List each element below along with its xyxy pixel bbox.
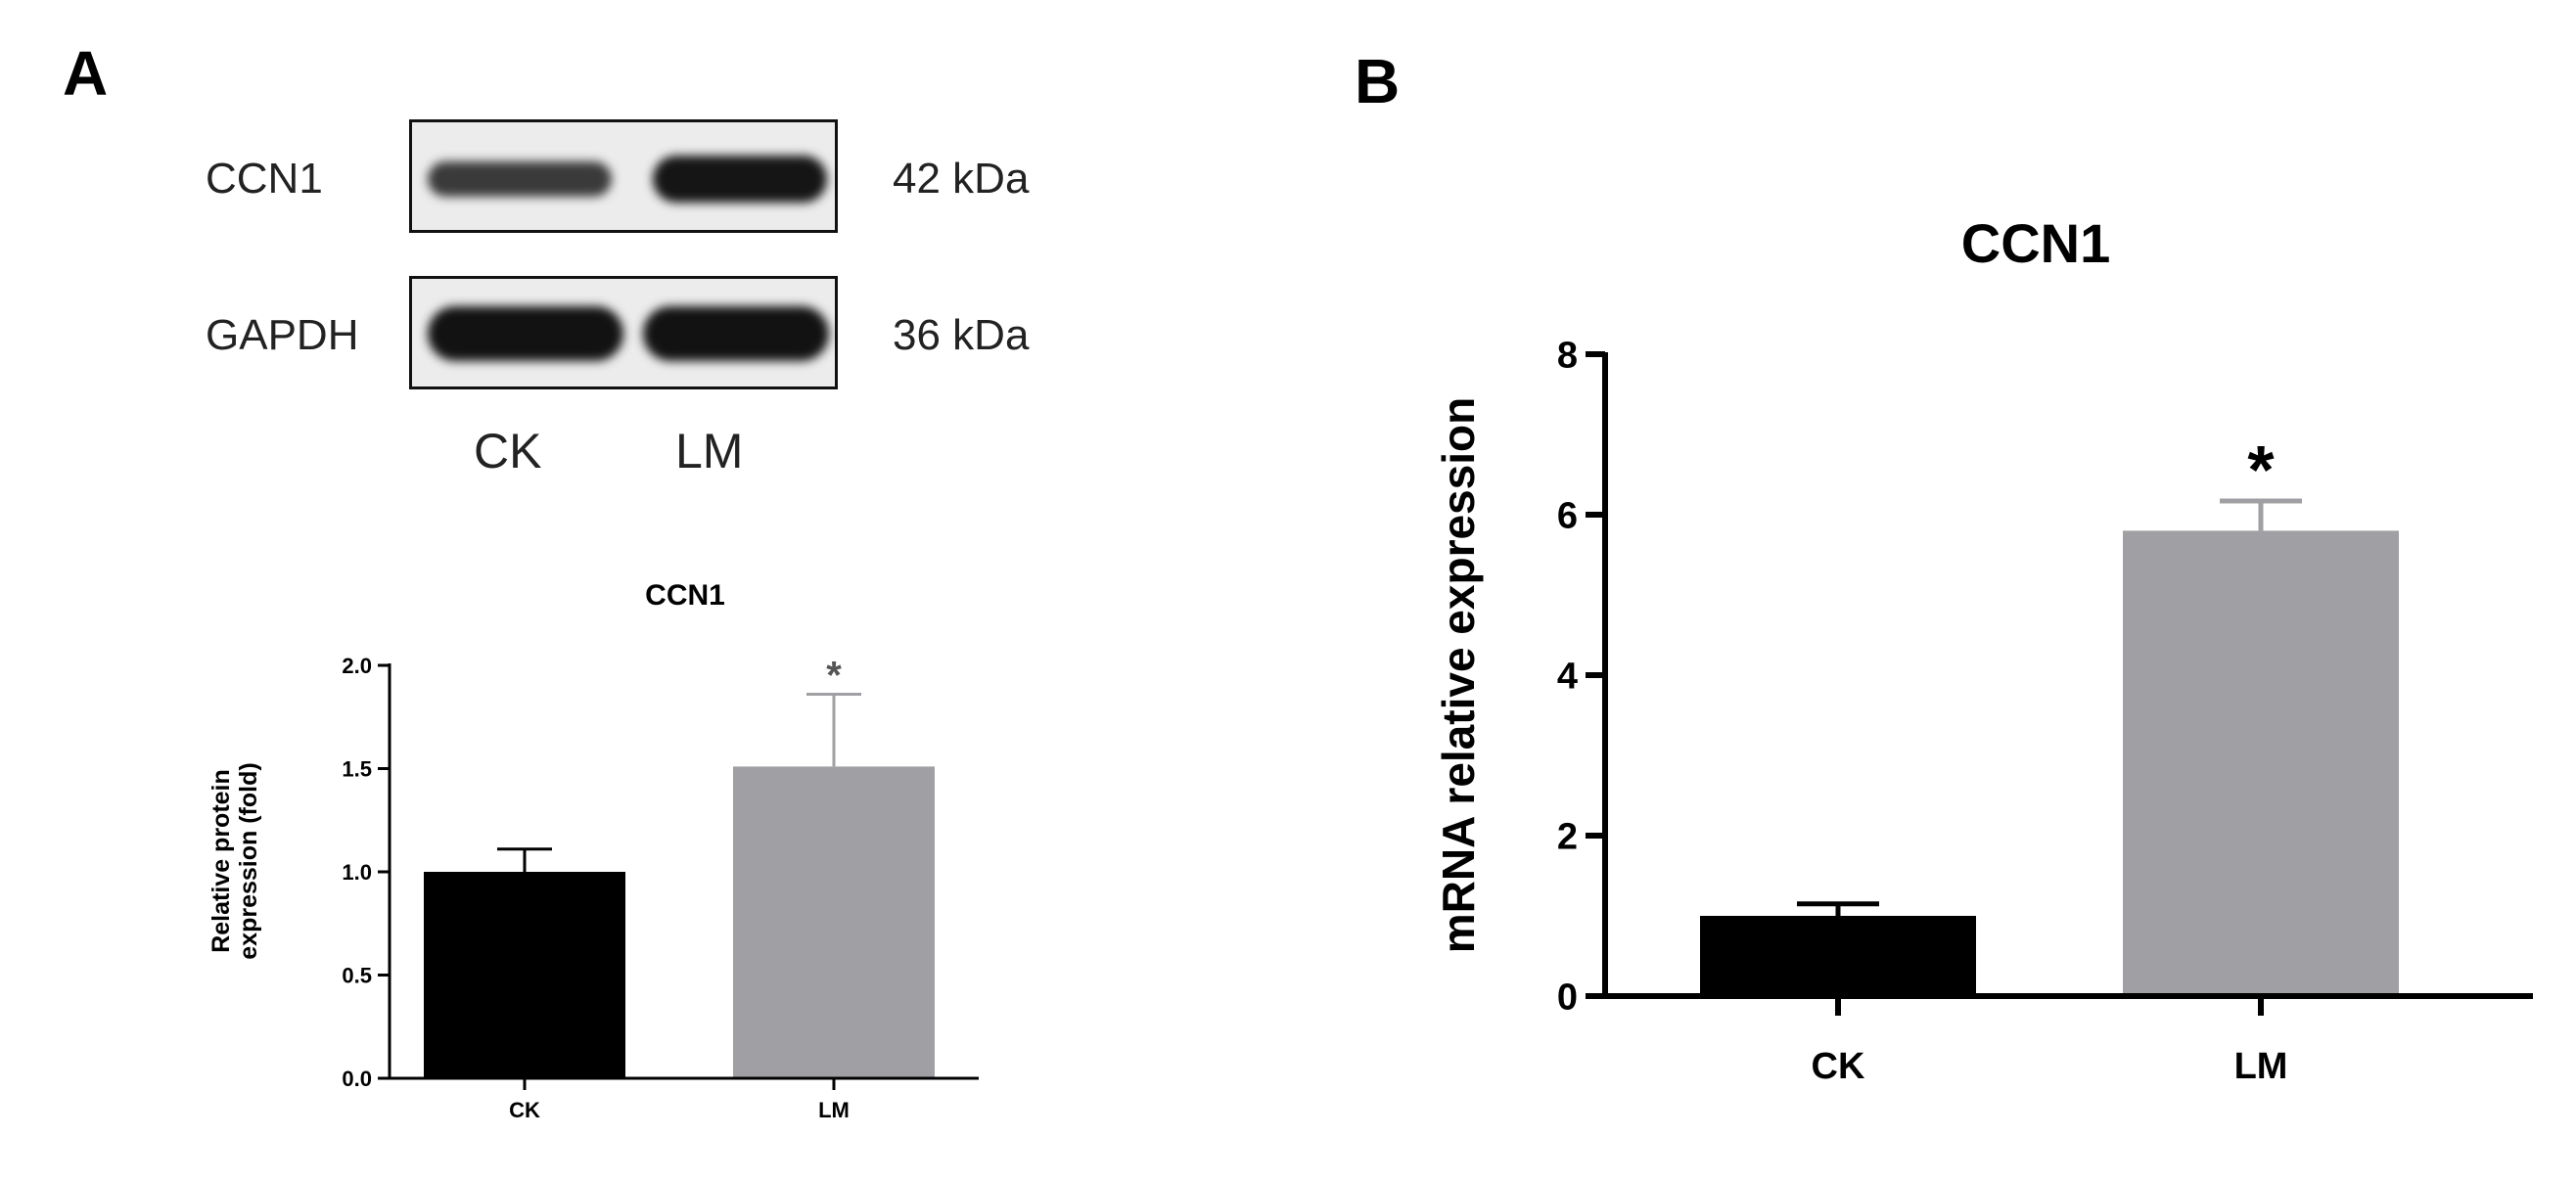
chart-a-bar-ck — [424, 872, 625, 1078]
blot-lane-lm: LM — [675, 424, 744, 478]
blot-strip-gapdh — [409, 276, 838, 389]
chart-a-ytick-label-1: 0.5 — [342, 963, 372, 987]
chart-b-ytick-label-0: 0 — [1557, 977, 1578, 1019]
chart-a-bar-lm — [733, 766, 935, 1078]
band-ccn1-lm — [653, 156, 827, 203]
band-gapdh-ck — [428, 306, 623, 361]
chart-b-ytick-label-2: 4 — [1557, 657, 1578, 698]
chart-a-ytick-label-0: 0.0 — [342, 1067, 372, 1091]
chart-b-ytick-label-4: 8 — [1557, 336, 1578, 377]
chart-a-title: CCN1 — [645, 579, 725, 612]
blot-mw-gapdh: 36 kDa — [893, 311, 1030, 359]
blot-mw-ccn1: 42 kDa — [893, 155, 1030, 203]
panel-b-letter: B — [1355, 46, 1401, 116]
blot-strip-ccn1 — [409, 119, 838, 233]
chart-a-ytick-label-4: 2.0 — [342, 654, 372, 678]
blot-label-gapdh: GAPDH — [206, 311, 359, 359]
panel-a-letter: A — [63, 38, 109, 109]
chart-b-bar-ck — [1700, 916, 1976, 996]
chart-b-bar-lm — [2123, 530, 2399, 996]
chart-b-xtick-ck: CK — [1812, 1046, 1865, 1087]
chart-a-significance-lm: * — [826, 655, 842, 698]
chart-a-xtick-lm: LM — [818, 1098, 850, 1122]
chart-a-ylabel-line-0: Relative protein — [207, 769, 235, 953]
chart-b-significance-lm: * — [2247, 432, 2275, 508]
chart-b-ylabel: mRNA relative expression — [1433, 397, 1484, 953]
band-gapdh-lm — [643, 306, 829, 361]
chart-a-xtick-ck: CK — [509, 1098, 540, 1122]
chart-a-ytick-label-2: 1.0 — [342, 860, 372, 885]
chart-b-ytick-label-1: 2 — [1557, 817, 1578, 858]
band-ccn1-ck — [428, 161, 612, 197]
chart-a-ytick-label-3: 1.5 — [342, 756, 372, 781]
chart-b-title: CCN1 — [1961, 212, 2110, 274]
chart-b-xtick-lm: LM — [2234, 1046, 2288, 1087]
blot-label-ccn1: CCN1 — [206, 155, 323, 203]
chart-a-ylabel-line-1: expression (fold) — [235, 762, 262, 959]
blot-lane-ck: CK — [474, 424, 542, 478]
chart-b-ytick-label-3: 6 — [1557, 496, 1578, 537]
